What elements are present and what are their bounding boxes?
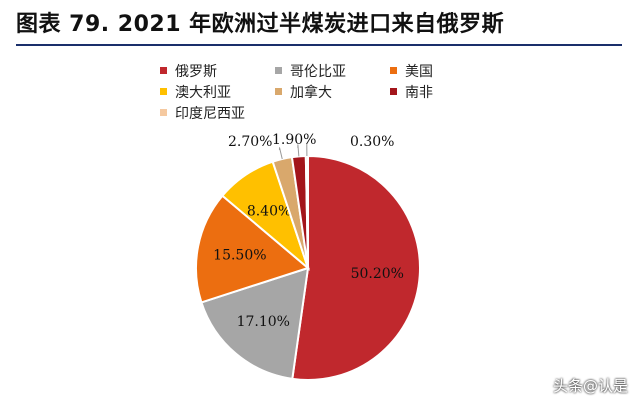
- pie-slice-indonesia: [304, 154, 309, 269]
- title-divider: [16, 44, 622, 46]
- legend-row: 印度尼西亚: [160, 102, 540, 123]
- watermark: 头条@认是: [552, 377, 628, 395]
- legend-label: 南非: [405, 84, 433, 101]
- leader-line-south-africa: [297, 144, 300, 157]
- slice-label-south-africa: 1.90%: [272, 132, 316, 148]
- legend-item-indonesia: 印度尼西亚: [160, 103, 275, 123]
- legend-item-australia: 澳大利亚: [160, 82, 275, 102]
- legend-swatch: [390, 67, 397, 74]
- legend-label: 美国: [405, 63, 433, 80]
- pie-slice-usa: [195, 194, 311, 304]
- chart-title: 图表 79. 2021 年欧洲过半煤炭进口来自俄罗斯: [16, 12, 505, 37]
- legend: 俄罗斯 哥伦比亚 美国 澳大利亚 加拿大 南非 印度尼西亚: [160, 60, 540, 123]
- pie-slice-russia: [291, 154, 421, 381]
- legend-swatch: [275, 88, 282, 95]
- legend-label: 澳大利亚: [175, 84, 231, 101]
- pie-slice-colombia: [200, 266, 310, 381]
- legend-row: 俄罗斯 哥伦比亚 美国: [160, 60, 540, 81]
- legend-label: 印度尼西亚: [175, 105, 245, 122]
- legend-swatch: [390, 88, 397, 95]
- legend-label: 哥伦比亚: [290, 63, 346, 80]
- slice-label-russia: 50.20%: [351, 266, 404, 282]
- slice-label-colombia: 17.10%: [237, 314, 290, 330]
- slice-label-usa: 15.50%: [213, 248, 266, 264]
- legend-row: 澳大利亚 加拿大 南非: [160, 81, 540, 102]
- legend-label: 加拿大: [290, 84, 332, 101]
- slice-label-indonesia: 0.30%: [350, 134, 394, 150]
- legend-item-canada: 加拿大: [275, 82, 390, 102]
- slice-label-australia: 8.40%: [247, 203, 291, 219]
- legend-item-south-africa: 南非: [390, 82, 505, 102]
- legend-swatch: [160, 109, 167, 116]
- legend-label: 俄罗斯: [175, 63, 217, 80]
- legend-swatch: [160, 88, 167, 95]
- legend-swatch: [275, 67, 282, 74]
- slice-label-canada: 2.70%: [228, 134, 272, 150]
- legend-item-usa: 美国: [390, 61, 505, 81]
- legend-item-russia: 俄罗斯: [160, 61, 275, 81]
- legend-swatch: [160, 67, 167, 74]
- leader-line-canada: [278, 147, 283, 160]
- legend-item-colombia: 哥伦比亚: [275, 61, 390, 81]
